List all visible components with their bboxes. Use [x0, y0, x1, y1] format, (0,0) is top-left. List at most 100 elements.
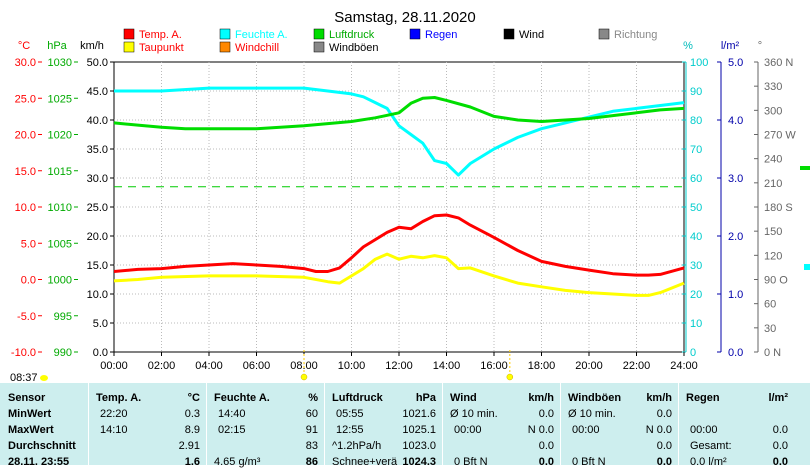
right-axes: 10090807060504030201005.04.03.02.01.00.0…	[682, 57, 810, 359]
pressure-axis-tick-label: 1020	[48, 130, 72, 142]
cur-wind-val: 0.0	[538, 456, 554, 468]
axis-unit-wind: km/h	[80, 40, 104, 52]
direction-axis-tick-label: 150	[764, 226, 782, 238]
direction-axis-tick-label: 0 N	[764, 347, 781, 359]
wind-axis-tick-label: 5.0	[93, 318, 108, 330]
avg-press-val: 1023.0	[402, 440, 436, 452]
avg-hum-val: 83	[305, 440, 318, 452]
direction-axis-tick-label: 120	[764, 250, 782, 262]
x-tick-label: 06:00	[243, 360, 271, 372]
series-line-luftdruck	[113, 96, 685, 131]
legend-label: Wind	[519, 29, 544, 41]
sun-marker-icon	[300, 373, 308, 381]
min-temp-time: 22:20	[100, 408, 128, 420]
temp-axis-tick-label: 30.0	[15, 57, 36, 69]
header-gust-unit: km/h	[646, 392, 672, 404]
wind-axis-tick-label: 25.0	[87, 202, 108, 214]
x-tick-label: 18:00	[528, 360, 556, 372]
rain-axis-tick-label: 0.0	[728, 347, 743, 359]
legend-swatch	[123, 28, 135, 40]
legend-label: Windböen	[329, 42, 379, 54]
humidity-axis-tick-label: 40	[690, 231, 702, 243]
legend-swatch	[219, 28, 231, 40]
direction-axis-tick-label: 210	[764, 178, 782, 190]
legend-label: Windchill	[235, 42, 279, 54]
pressure-axis-tick-label: 1030	[48, 57, 72, 69]
min-hum-time: 14:40	[218, 408, 246, 420]
cur-press-val: 1024.3	[402, 456, 436, 468]
legend-swatch	[503, 28, 515, 40]
wind-axis-tick-label: 40.0	[87, 115, 108, 127]
legend-swatch	[313, 41, 325, 53]
header-rain: Regen	[686, 392, 720, 404]
axis-unit-temp_c: °C	[18, 40, 30, 52]
x-tick-label: 04:00	[195, 360, 223, 372]
rain-axis-tick-label: 2.0	[728, 231, 743, 243]
min-wind-val: 0.0	[538, 408, 554, 420]
series-line-taupunkt	[113, 252, 685, 297]
min-press-val: 1021.6	[402, 408, 436, 420]
humidity-axis-tick-label: 50	[690, 202, 702, 214]
cur-rain-val: 0.0	[772, 456, 788, 468]
axis-unit-pressure: hPa	[47, 40, 67, 52]
x-tick-label: 20:00	[575, 360, 603, 372]
header-wind: Wind	[450, 392, 477, 404]
legend-label: Taupunkt	[139, 42, 184, 54]
direction-axis-tick-label: 30	[764, 323, 776, 335]
pressure-axis-tick-label: 1015	[48, 166, 72, 178]
rain-axis-tick-label: 5.0	[728, 57, 743, 69]
avg-temp-val: 2.91	[178, 440, 200, 452]
max-gust-time: 00:00	[572, 424, 600, 436]
cur-rain-total: 0.0 l/m²	[690, 456, 727, 468]
wind-axis-tick-label: 0.0	[93, 347, 108, 359]
avg-gust-val: 0.0	[656, 440, 672, 452]
x-tick-label: 14:00	[433, 360, 461, 372]
temp-axis-tick-label: 5.0	[21, 238, 36, 250]
legend: Temp. A.Taupunkt Feuchte A.Windchill Luftd…	[123, 28, 657, 54]
legend-label: Richtung	[614, 29, 657, 41]
rain-axis-tick-label: 4.0	[728, 115, 743, 127]
max-gust-val: N 0.0	[645, 424, 672, 436]
legend-label: Luftdruck	[329, 29, 375, 41]
max-hum-val: 91	[305, 424, 318, 436]
pressure-axis-tick-label: 990	[54, 347, 72, 359]
x-axis: 00:00 02:00 04:00 06:00 08:00 10:00 12:00 14:00…	[100, 352, 698, 372]
max-wind-val: N 0.0	[527, 424, 554, 436]
wind-axis-tick-label: 35.0	[87, 144, 108, 156]
weather-chart: Samstag, 28.11.2020 Temp. A.Taupunkt Feuc…	[10, 9, 810, 383]
direction-axis-tick-label: 240	[764, 154, 782, 166]
x-tick-label: 24:00	[670, 360, 698, 372]
left-axes: 30.0 25.0 20.0 15.0 10.0 5.0 0.0 -5.0 -10.0 1030 1…	[11, 57, 114, 359]
wind-axis-tick-label: 10.0	[87, 289, 108, 301]
row-max-label: MaxWert	[8, 424, 54, 436]
direction-axis-tick-label: 180 S	[764, 202, 793, 214]
header-pressure: Luftdruck	[332, 392, 383, 404]
cur-wind-bft: 0 Bft N	[454, 456, 488, 468]
header-temp-unit: °C	[187, 392, 200, 404]
pressure-axis-tick-label: 1000	[48, 275, 72, 287]
header-gust: Windböen	[568, 392, 622, 404]
min-wind-time: Ø 10 min.	[450, 408, 498, 420]
status-time: 08:37	[10, 372, 38, 383]
max-rain-val: 0.0	[772, 424, 788, 436]
legend-swatch	[598, 28, 610, 40]
pressure-axis-tick-label: 1005	[48, 238, 72, 250]
header-rain-unit: l/m²	[768, 392, 788, 404]
humidity-edge-marker	[804, 264, 810, 270]
avg-press-trend: ^1.2hPa/h	[332, 440, 382, 452]
legend-label: Feuchte A.	[235, 29, 288, 41]
humidity-axis-tick-label: 100	[690, 57, 708, 69]
humidity-axis-tick-label: 20	[690, 289, 702, 301]
rain-axis-tick-label: 1.0	[728, 289, 743, 301]
temp-axis-tick-label: -5.0	[17, 311, 36, 323]
cur-hum-abs: 4.65 g/m³	[214, 456, 261, 468]
header-pressure-unit: hPa	[415, 392, 436, 404]
temp-axis-tick-label: -10.0	[11, 347, 36, 359]
max-temp-val: 8.9	[184, 424, 200, 436]
max-press-val: 1025.1	[402, 424, 436, 436]
humidity-axis-tick-label: 60	[690, 173, 702, 185]
max-press-time: 12:55	[336, 424, 364, 436]
cur-temp-val: 1.6	[184, 456, 200, 468]
x-tick-label: 22:00	[623, 360, 651, 372]
min-hum-val: 60	[305, 408, 318, 420]
